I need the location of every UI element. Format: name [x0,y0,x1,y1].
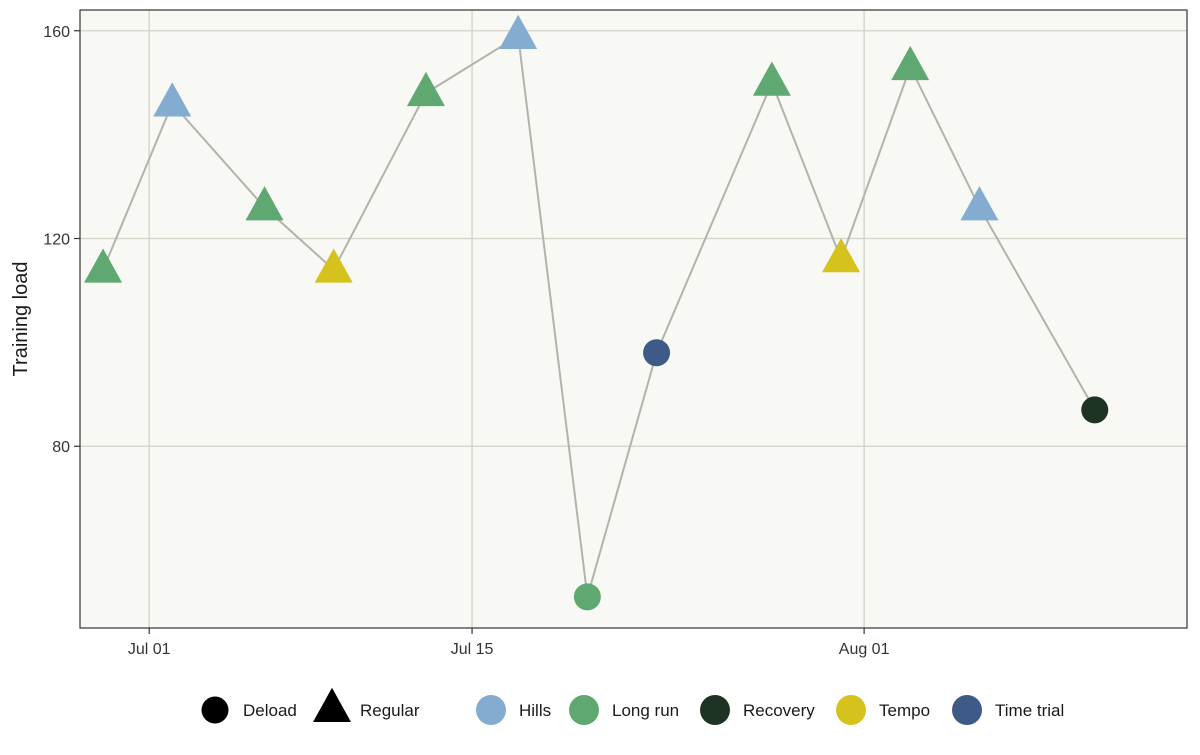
x-tick-label: Jul 01 [128,641,171,658]
data-point-triangle [245,186,284,221]
legend-key-tempo [836,695,866,725]
data-point-triangle [752,61,791,96]
data-point-triangle [891,45,930,81]
data-point-triangle [406,71,445,107]
data-point-circle [1081,396,1109,424]
axes: Jul 01 Jul 15 Aug 01 80 120 160 [43,24,889,658]
legend-label-hills: Hills [519,701,551,720]
data-point-triangle [960,186,999,221]
y-tick-label: 80 [52,439,70,456]
legend-key-hills [476,695,506,725]
data-point-triangle [822,238,861,273]
legend-label-long-run: Long run [612,701,679,720]
legend-label-deload: Deload [243,701,297,720]
x-tick-label: Jul 15 [451,641,494,658]
legend-label-time-trial: Time trial [995,701,1064,720]
x-tick-label: Aug 01 [839,641,890,658]
plot-border [79,9,1188,629]
legend: Deload Regular Hills Long run Recovery Tempo T… [201,687,1064,725]
data-point-circle [573,583,601,611]
y-tick-label: 120 [43,232,70,249]
data-point-circle [643,339,671,367]
data-point-triangle [84,248,123,283]
y-tick-label: 160 [43,24,70,41]
data-point-triangle [499,14,538,49]
legend-label-recovery: Recovery [743,701,815,720]
legend-key-time-trial [952,695,982,725]
legend-key-deload-circle [201,696,229,724]
data-point-triangle [153,82,192,117]
y-axis-label: Training load [10,262,32,377]
legend-label-tempo: Tempo [879,701,930,720]
legend-key-recovery [700,695,730,725]
plot-panel [80,10,1187,628]
grid-lines [80,10,1187,628]
legend-label-regular: Regular [360,701,420,720]
data-point-triangle [314,248,353,283]
legend-key-long-run [569,695,599,725]
legend-key-regular-triangle [313,687,351,722]
data-points [84,14,1109,611]
